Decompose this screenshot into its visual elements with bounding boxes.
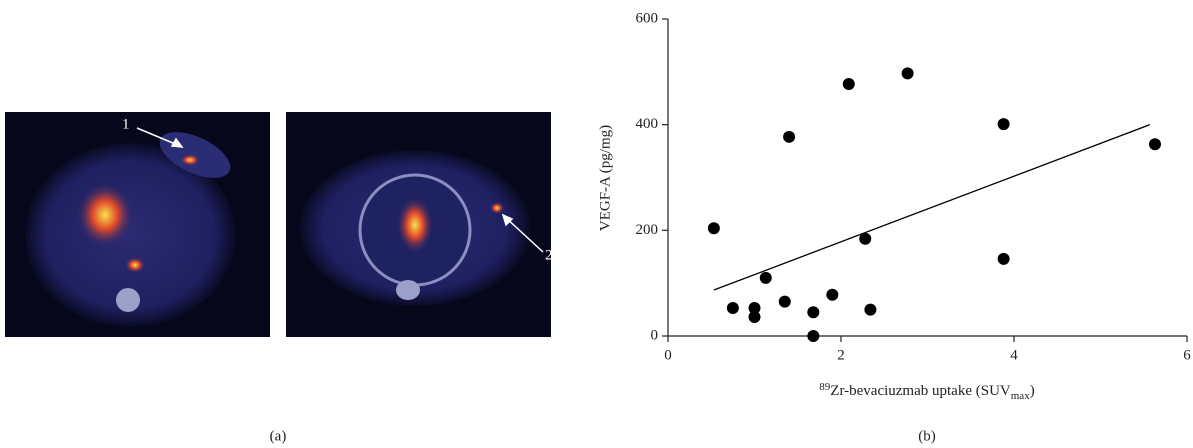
x-tick-label: 6 (1183, 347, 1191, 363)
data-point (807, 306, 820, 319)
y-tick-label: 600 (636, 10, 659, 26)
y-tick-label: 0 (651, 327, 659, 343)
data-point (864, 303, 877, 316)
data-point (826, 288, 839, 301)
pet-image-2 (286, 112, 551, 337)
data-point (859, 232, 872, 245)
x-label-end: ) (1030, 383, 1035, 399)
y-axis-label: VEGF-A (pg/mg) (597, 125, 613, 231)
data-point (807, 330, 820, 342)
trend-line (713, 124, 1151, 291)
data-point (997, 118, 1010, 131)
arrows (136, 127, 544, 253)
panel-label: (a) (270, 428, 287, 444)
y-tick-label: 400 (636, 116, 659, 132)
data-point (901, 67, 914, 80)
data-point (842, 77, 855, 90)
data-point (759, 271, 772, 284)
data-point (1148, 138, 1161, 151)
x-label-sub: max (1011, 390, 1030, 402)
y-tick-label: 200 (636, 222, 659, 238)
x-tick-label: 4 (1010, 347, 1018, 363)
x-tick-label: 2 (837, 347, 845, 363)
x-tick-label: 0 (664, 347, 672, 363)
x-axis-label: 89Zr-bevaciuzmab uptake (SUVmax) (819, 381, 1034, 402)
data-point (748, 301, 761, 314)
data-point (748, 310, 761, 323)
data-point (707, 222, 720, 235)
data-point (726, 301, 739, 314)
annotation: 2 (545, 247, 553, 263)
data-point (778, 295, 791, 308)
x-label-text: Zr-bevaciuzmab uptake (SUV (830, 383, 1011, 399)
panel-label: (b) (918, 428, 936, 444)
pet-image-1 (5, 112, 270, 337)
data-point (783, 130, 796, 143)
data-point (997, 252, 1010, 265)
annotation: 1 (122, 116, 130, 132)
x-label-sup: 89 (819, 381, 831, 393)
